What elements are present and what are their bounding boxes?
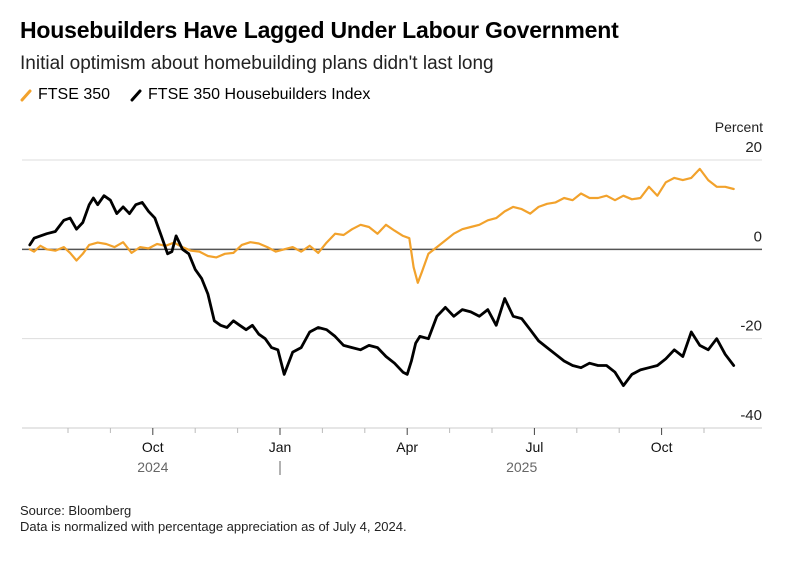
x-year-label: 2025 (506, 459, 537, 475)
footer: Source: Bloomberg Data is normalized wit… (20, 503, 407, 535)
x-year-label: 2024 (137, 459, 168, 475)
x-tick-label: Jan (269, 439, 292, 455)
y-tick-label: -40 (740, 407, 762, 424)
x-tick-label: Apr (396, 439, 418, 455)
legend-swatch-housebuilders-icon (130, 89, 142, 102)
y-axis-label: Percent (715, 119, 763, 135)
chart-title: Housebuilders Have Lagged Under Labour G… (20, 17, 619, 43)
legend-item-housebuilders: FTSE 350 Housebuilders Index (130, 86, 370, 104)
y-tick-label: 20 (745, 139, 762, 156)
y-tick-label: -20 (740, 318, 762, 335)
chart-subtitle: Initial optimism about homebuilding plan… (20, 53, 494, 74)
legend: FTSE 350 FTSE 350 Housebuilders Index (20, 86, 384, 104)
x-tick-label: Jul (525, 439, 543, 455)
chart-plot: 20 0 -20 -40 Oct Jan Apr Jul Oct 2024 2025 Percent (22, 119, 763, 475)
series-line-housebuilders (28, 194, 736, 388)
legend-label: FTSE 350 Housebuilders Index (148, 86, 371, 103)
series-line-ftse350 (28, 167, 735, 284)
normalization-note: Data is normalized with percentage appre… (20, 519, 407, 534)
legend-swatch-ftse350-icon (20, 89, 32, 102)
y-tick-label: 0 (754, 228, 762, 245)
legend-item-ftse350: FTSE 350 (20, 86, 110, 104)
source-note: Source: Bloomberg (20, 503, 132, 518)
legend-label: FTSE 350 (38, 86, 111, 103)
x-tick-label: Oct (142, 439, 164, 455)
x-tick-label: Oct (651, 439, 673, 455)
